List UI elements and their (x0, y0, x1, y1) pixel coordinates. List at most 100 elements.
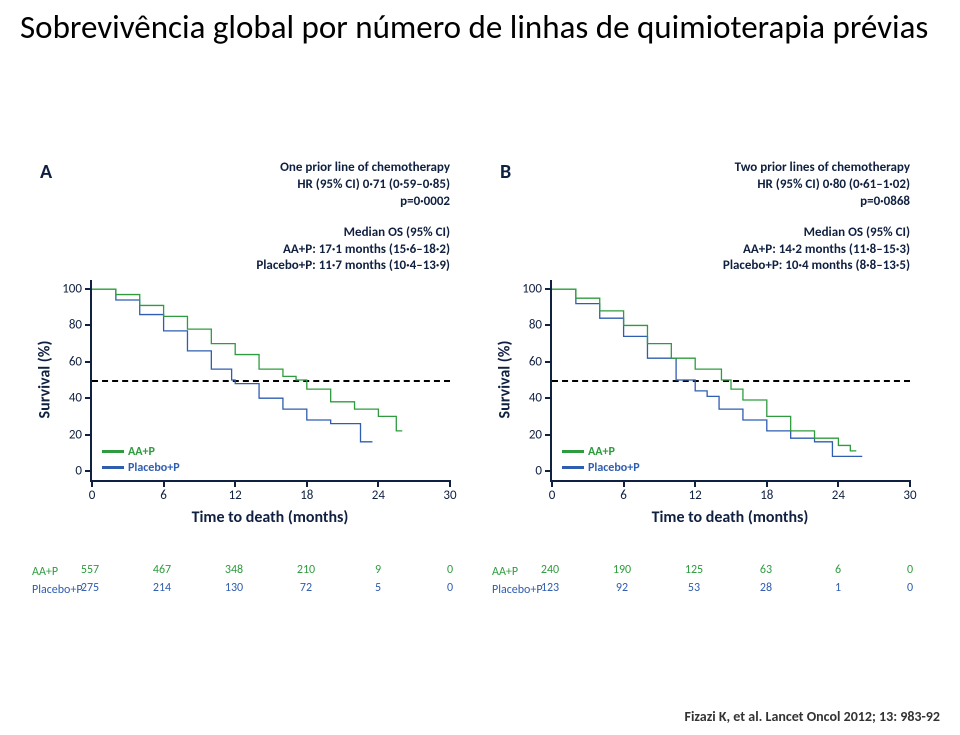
y-tick-label: 60 (529, 354, 542, 369)
y-axis-label: Survival (%) (496, 310, 515, 450)
risk-value: 0 (447, 563, 453, 577)
legend-label: AA+P (128, 445, 155, 459)
x-tick-label: 18 (760, 488, 773, 503)
risk-value: 9 (375, 563, 381, 577)
risk-value: 0 (447, 581, 453, 595)
plot-wrap: Survival (%)0204060801000612182430AA+PPl… (30, 280, 490, 599)
risk-value: 190 (613, 563, 631, 577)
y-tick-label: 100 (522, 282, 542, 297)
km-plot: 0204060801000612182430AA+PPlacebo+P (90, 280, 450, 482)
risk-value: 6 (835, 563, 841, 577)
y-tick (85, 434, 92, 436)
x-tick-label: 30 (903, 488, 916, 503)
risk-value: 92 (616, 581, 628, 595)
plot-wrap: Survival (%)0204060801000612182430AA+PPl… (490, 280, 950, 599)
y-tick-label: 0 (535, 463, 542, 478)
y-tick (85, 397, 92, 399)
y-tick (545, 397, 552, 399)
curve-placebo (92, 289, 372, 442)
y-tick (85, 324, 92, 326)
risk-value: 1 (835, 581, 841, 595)
legend-label: Placebo+P (588, 461, 640, 475)
risk-value: 240 (541, 563, 559, 577)
x-axis-label: Time to death (months) (550, 508, 910, 527)
x-tick (377, 480, 379, 487)
x-tick-label: 12 (689, 488, 702, 503)
y-tick-label: 0 (75, 463, 82, 478)
slide: Sobrevivência global por número de linha… (0, 0, 960, 735)
risk-value: 72 (300, 581, 312, 595)
legend: AA+P Placebo+P (562, 444, 640, 476)
x-tick (91, 480, 93, 487)
caption-line: p=0·0868 (723, 194, 910, 211)
risk-value: 53 (688, 581, 700, 595)
legend: AA+P Placebo+P (102, 444, 180, 476)
risk-value: 348 (225, 563, 243, 577)
risk-value: 0 (907, 563, 913, 577)
caption-line: Two prior lines of chemotherapy (723, 160, 910, 177)
panel-label: A (40, 160, 52, 184)
caption-line: HR (95% CI) 0·71 (0·59–0·85) (256, 177, 450, 194)
y-tick (85, 288, 92, 290)
caption-line: Placebo+P: 10·4 months (8·8–13·5) (723, 258, 910, 275)
x-tick (909, 480, 911, 487)
caption-line: HR (95% CI) 0·80 (0·61–1·02) (723, 177, 910, 194)
legend-swatch (562, 450, 584, 453)
caption-line: p=0·0002 (256, 194, 450, 211)
risk-value: 275 (81, 581, 99, 595)
x-tick (551, 480, 553, 487)
risk-value: 214 (153, 581, 171, 595)
x-tick (449, 480, 451, 487)
x-tick-label: 24 (372, 488, 385, 503)
risk-value: 5 (375, 581, 381, 595)
risk-value: 123 (541, 581, 559, 595)
y-tick (545, 288, 552, 290)
y-tick (545, 361, 552, 363)
risk-value: 28 (760, 581, 772, 595)
curve-aa (552, 289, 856, 451)
x-tick (623, 480, 625, 487)
risk-value: 130 (225, 581, 243, 595)
y-tick (85, 470, 92, 472)
caption-line: Median OS (95% CI) (256, 225, 450, 242)
x-tick (306, 480, 308, 487)
y-tick (545, 434, 552, 436)
x-tick-label: 30 (443, 488, 456, 503)
x-tick-label: 18 (300, 488, 313, 503)
x-tick (766, 480, 768, 487)
x-tick-label: 24 (832, 488, 845, 503)
y-tick-label: 80 (69, 318, 82, 333)
x-tick (837, 480, 839, 487)
x-tick-label: 0 (89, 488, 96, 503)
legend-swatch (102, 450, 124, 453)
y-tick-label: 60 (69, 354, 82, 369)
citation: Fizazi K, et al. Lancet Oncol 2012; 13: … (685, 708, 940, 725)
x-tick (234, 480, 236, 487)
y-tick-label: 80 (529, 318, 542, 333)
x-tick-label: 6 (160, 488, 167, 503)
legend-label: AA+P (588, 445, 615, 459)
x-tick-label: 0 (549, 488, 556, 503)
caption-line: Placebo+P: 11·7 months (10·4–13·9) (256, 258, 450, 275)
risk-value: 125 (685, 563, 703, 577)
x-tick-label: 6 (620, 488, 627, 503)
risk-value: 210 (297, 563, 315, 577)
y-tick-label: 100 (62, 282, 82, 297)
legend-swatch (102, 466, 124, 469)
x-axis-label: Time to death (months) (90, 508, 450, 527)
caption-line: Median OS (95% CI) (723, 225, 910, 242)
x-tick (163, 480, 165, 487)
y-tick-label: 40 (69, 391, 82, 406)
panel-label: B (500, 160, 511, 184)
x-tick (694, 480, 696, 487)
risk-value: 0 (907, 581, 913, 595)
legend-label: Placebo+P (128, 461, 180, 475)
caption-line: AA+P: 17·1 months (15·6–18·2) (256, 242, 450, 259)
curve-placebo (552, 289, 862, 456)
y-axis-label: Survival (%) (36, 310, 55, 450)
risk-value: 467 (153, 563, 171, 577)
at-risk-table: AA+P55746734821090Placebo+P2752141307250 (30, 563, 490, 599)
caption-line: One prior line of chemotherapy (256, 160, 450, 177)
risk-value: 63 (760, 563, 772, 577)
y-tick (85, 361, 92, 363)
